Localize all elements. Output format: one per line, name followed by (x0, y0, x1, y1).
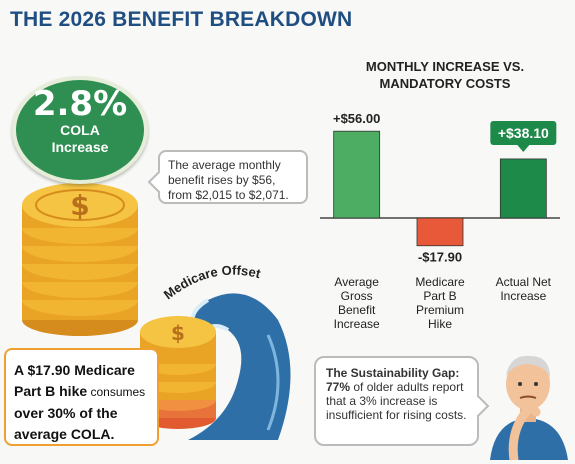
person-icon (490, 355, 568, 460)
average-benefit-callout: The average monthly benefit rises by $56… (147, 150, 308, 204)
data-label-2: +$38.10 (498, 125, 549, 141)
net-label-background (490, 120, 557, 145)
category-label-1-line-0: Medicare (415, 275, 465, 289)
bar-1 (416, 217, 464, 247)
coin-stack-illustration: $ (22, 183, 138, 336)
data-label-1: -$17.90 (418, 250, 462, 265)
page-title: THE 2026 BENEFIT BREAKDOWN (10, 8, 353, 31)
gap-text: of older adults report that a 3% increas… (326, 380, 467, 422)
category-label-1-line-2: Premium (416, 303, 464, 317)
sustainability-gap-callout: The Sustainability Gap: 77% of older adu… (314, 356, 490, 446)
data-label-0: +$56.00 (333, 111, 380, 126)
hike-text-1: A $17.90 Medicare Part B hike (14, 362, 135, 399)
medicare-hike-callout: A $17.90 Medicare Part B hike consumes o… (4, 348, 159, 446)
category-label-1-line-1: Part B (423, 289, 456, 303)
net-label-pointer (517, 144, 530, 152)
coin-stack (22, 183, 138, 336)
category-label-2-line-1: Increase (500, 289, 546, 303)
cola-badge: 2.8% COLA Increase (12, 76, 148, 184)
category-label-2-line-0: Actual Net (496, 275, 552, 289)
bar-2 (499, 158, 547, 219)
thinking-person-illustration (490, 355, 568, 460)
dollar-icon-small: $ (171, 321, 185, 345)
cola-label: COLA (60, 122, 100, 138)
medicare-offset-illustration: Medicare Offset $ (140, 263, 291, 440)
hike-text-3: over 30% of the average COLA. (14, 405, 118, 442)
category-label-1-line-3: Hike (428, 317, 452, 331)
category-label-0-line-0: Average (334, 275, 379, 289)
category-label-0-line-3: Increase (334, 317, 380, 331)
category-label-0-line-2: Benefit (338, 303, 376, 317)
dollar-icon: $ (70, 189, 89, 222)
chart-title: MONTHLY INCREASE VS. MANDATORY COSTS (365, 59, 525, 91)
gap-stat: 77% (326, 380, 351, 394)
small-coin-stack (140, 316, 216, 429)
average-benefit-text: The average monthly benefit rises by $56… (168, 158, 289, 202)
gap-heading: The Sustainability Gap: (326, 366, 460, 380)
hike-text-2: consumes (87, 385, 146, 399)
category-label-0-line-1: Gross (341, 289, 373, 303)
cola-percent: 2.8% (32, 84, 128, 124)
cola-label-increase: Increase (51, 139, 109, 155)
bar-chart: +$56.00AverageGrossBenefitIncrease-$17.9… (320, 111, 560, 331)
bar-0 (333, 130, 381, 219)
